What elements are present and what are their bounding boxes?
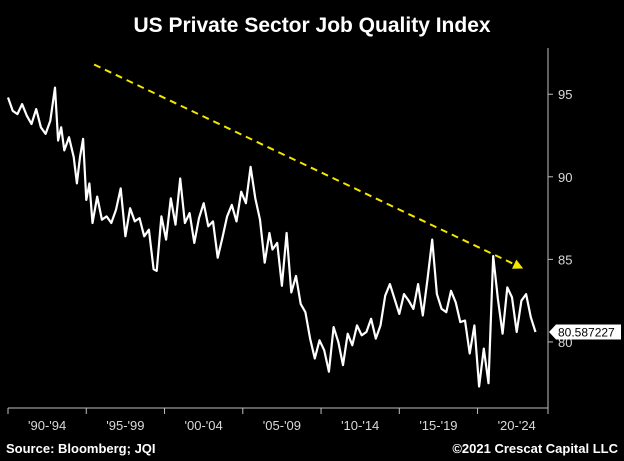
x-axis-ticks: '90-'94 '95-'99 '00-'04 '05-'09 '10-'14 '15-'… — [7, 408, 549, 433]
x-tick-label: '90-'94 — [28, 418, 66, 433]
trend-line — [93, 63, 522, 269]
x-tick-label: '15-'19 — [419, 418, 457, 433]
last-value-label: 80.587227 — [558, 326, 615, 340]
last-value-badge: 80.587227 — [549, 324, 621, 340]
trend-arrowhead — [512, 259, 524, 269]
series-line — [6, 86, 537, 388]
x-tick-label: '20-'24 — [498, 418, 536, 433]
last-value-badge-shape — [549, 324, 621, 340]
x-tick-label: '10-'14 — [341, 418, 379, 433]
y-tick-label: 95 — [558, 87, 572, 102]
y-tick-label: 85 — [558, 252, 572, 267]
source-note: Source: Bloomberg; JQI — [6, 441, 156, 456]
x-tick-label: '95-'99 — [106, 418, 144, 433]
series-layer — [6, 86, 537, 388]
y-tick-label: 90 — [558, 170, 572, 185]
copyright-note: ©2021 Crescat Capital LLC — [452, 441, 618, 456]
x-tick-label: '05-'09 — [263, 418, 301, 433]
x-tick-label: '00-'04 — [185, 418, 223, 433]
chart-title: US Private Sector Job Quality Index — [133, 14, 490, 37]
trend-layer — [93, 63, 524, 269]
